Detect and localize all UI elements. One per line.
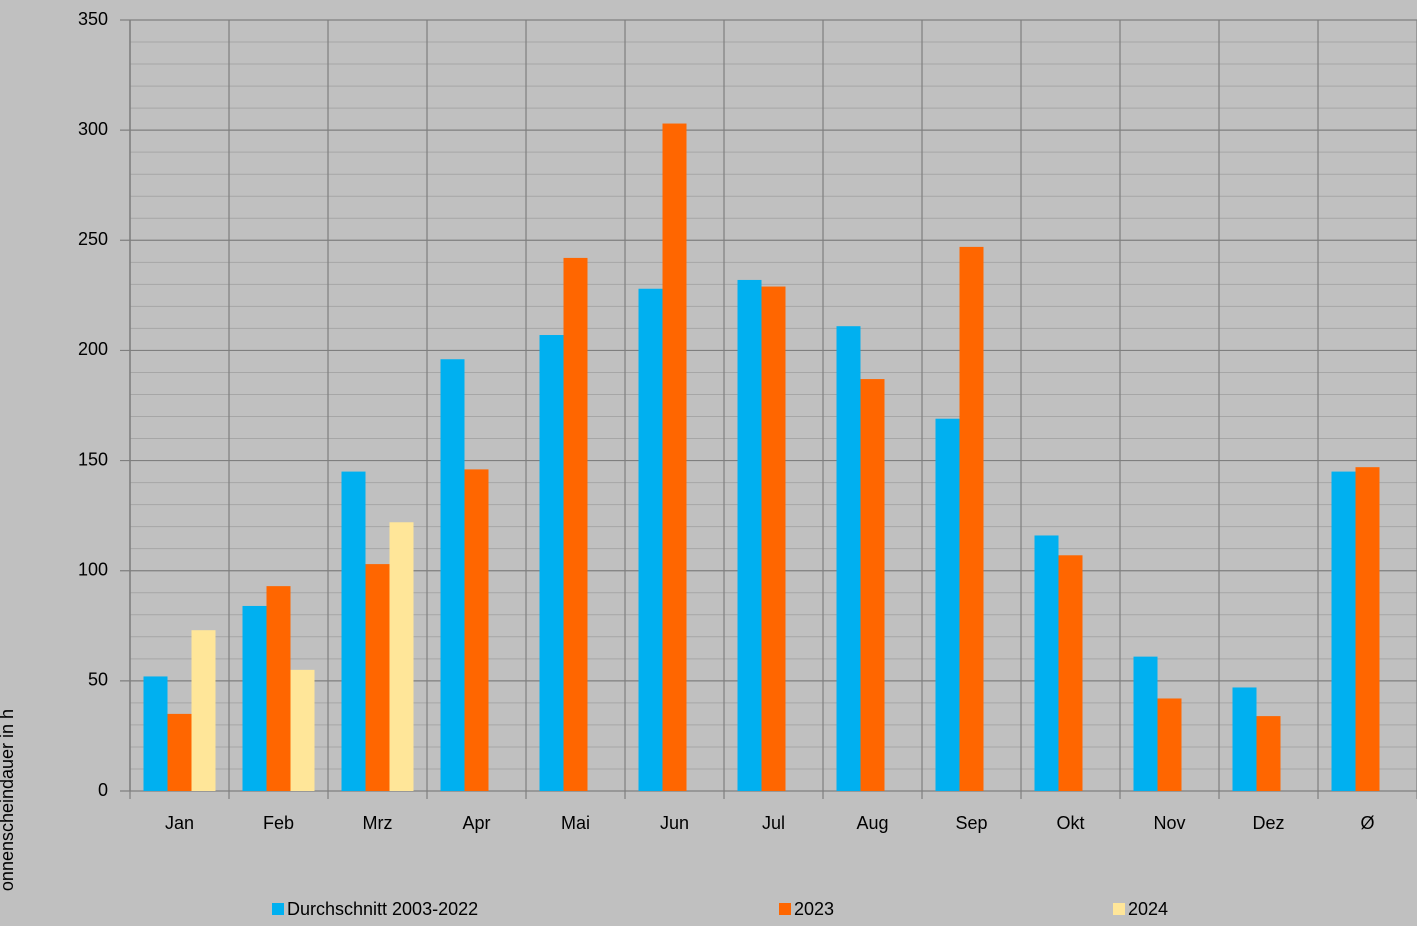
bar <box>539 335 564 791</box>
bar <box>290 669 315 791</box>
bar <box>464 469 489 791</box>
legend-label: 2024 <box>1128 899 1168 919</box>
y-axis-label: onnenscheindauer in h <box>0 709 17 891</box>
x-tick-label: Apr <box>462 813 490 833</box>
bar <box>860 379 885 791</box>
legend-label: Durchschnitt 2003-2022 <box>287 899 478 919</box>
y-tick-label: 350 <box>78 9 108 29</box>
bar <box>1133 656 1158 791</box>
bar <box>266 586 291 791</box>
x-tick-label: Dez <box>1252 813 1284 833</box>
x-tick-label: Jul <box>762 813 785 833</box>
bar <box>1331 471 1356 791</box>
legend-swatch <box>272 903 284 915</box>
bar <box>1157 698 1182 791</box>
y-tick-label: 150 <box>78 449 108 469</box>
x-tick-label: Ø <box>1360 813 1374 833</box>
bar <box>1232 687 1257 791</box>
y-tick-label: 0 <box>98 780 108 800</box>
legend-swatch <box>779 903 791 915</box>
y-tick-label: 250 <box>78 229 108 249</box>
bar <box>563 257 588 791</box>
bar <box>341 471 366 791</box>
x-tick-label: Jun <box>660 813 689 833</box>
bar <box>440 359 465 791</box>
bar <box>836 326 861 791</box>
bar <box>1355 467 1380 791</box>
bar <box>761 286 786 791</box>
y-tick-label: 100 <box>78 559 108 579</box>
bar <box>737 279 762 791</box>
y-tick-label: 300 <box>78 119 108 139</box>
x-tick-label: Okt <box>1056 813 1084 833</box>
y-tick-label: 200 <box>78 339 108 359</box>
x-tick-label: Sep <box>955 813 987 833</box>
x-tick-label: Aug <box>856 813 888 833</box>
bar <box>167 713 192 791</box>
bar <box>1256 716 1281 791</box>
bar <box>365 564 390 791</box>
bar <box>1034 535 1059 791</box>
bar <box>242 605 267 791</box>
x-tick-label: Mrz <box>363 813 393 833</box>
x-tick-label: Feb <box>263 813 294 833</box>
bar <box>143 676 168 791</box>
y-tick-label: 50 <box>88 670 108 690</box>
legend-swatch <box>1113 903 1125 915</box>
bar <box>638 288 663 791</box>
bar <box>389 522 414 791</box>
bar <box>935 418 960 791</box>
bar <box>1058 555 1083 791</box>
x-tick-label: Mai <box>561 813 590 833</box>
x-tick-label: Jan <box>165 813 194 833</box>
legend-label: 2023 <box>794 899 834 919</box>
bar <box>662 123 687 791</box>
x-tick-label: Nov <box>1153 813 1185 833</box>
bar <box>191 630 216 791</box>
bar <box>959 246 984 791</box>
